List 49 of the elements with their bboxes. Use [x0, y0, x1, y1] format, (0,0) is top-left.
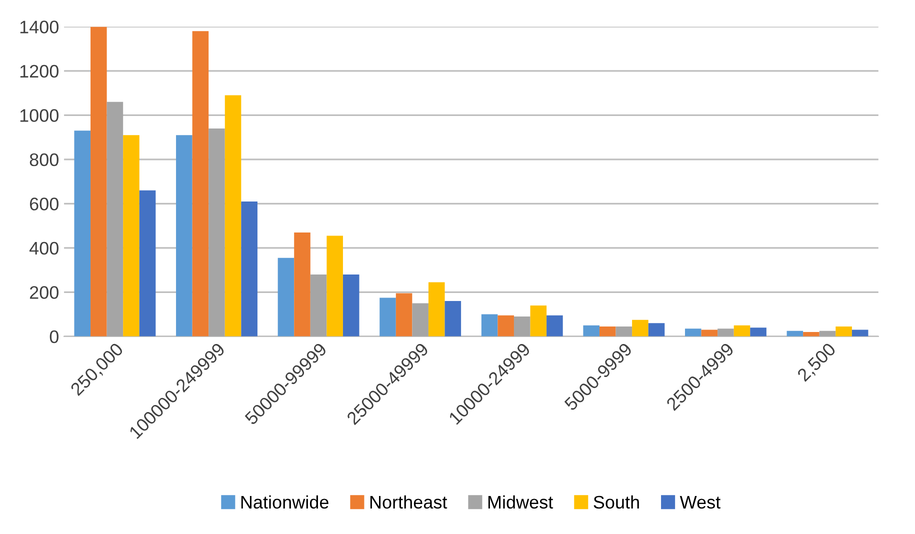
bar [616, 326, 632, 336]
legend-label: Nationwide [241, 495, 328, 509]
bar [123, 135, 140, 336]
y-tick-label: 0 [50, 330, 58, 344]
bar [514, 316, 530, 336]
bar [530, 305, 547, 336]
bar [750, 328, 766, 336]
bar [396, 293, 412, 336]
bar [224, 95, 242, 336]
bar [139, 190, 156, 336]
bar [803, 332, 820, 336]
bar [208, 128, 225, 336]
bar [106, 102, 124, 336]
bar [836, 326, 852, 336]
legend-label: South [594, 495, 639, 509]
bar [498, 315, 514, 336]
bar [718, 328, 734, 336]
bar [192, 31, 209, 336]
y-tick-label: 1400 [20, 20, 58, 34]
legend-label: West [680, 496, 720, 509]
bar [380, 298, 396, 336]
bar [310, 274, 327, 336]
bar [241, 201, 258, 336]
y-tick-label: 200 [30, 286, 58, 299]
bar [278, 258, 294, 336]
bar [481, 314, 498, 336]
bar [176, 135, 192, 336]
bar [546, 315, 563, 336]
bar [632, 320, 648, 336]
y-tick-label: 800 [30, 153, 58, 166]
bar [583, 325, 600, 336]
bar [599, 326, 616, 336]
y-tick-label: 400 [29, 242, 58, 255]
bar [684, 328, 702, 336]
y-tick-label: 1000 [20, 109, 58, 122]
bar [444, 301, 462, 336]
bar [428, 282, 445, 336]
y-tick-label: 1200 [20, 64, 58, 78]
legend-label: Midwest [488, 495, 554, 509]
y-tick-label: 600 [30, 198, 58, 210]
legend-label: Northeast [370, 495, 448, 509]
bar [326, 236, 343, 336]
bar [74, 130, 91, 336]
bar [90, 26, 107, 336]
bar [342, 274, 360, 336]
bar [648, 323, 665, 336]
bar [734, 325, 750, 336]
bar [412, 303, 428, 336]
bar [294, 232, 310, 336]
